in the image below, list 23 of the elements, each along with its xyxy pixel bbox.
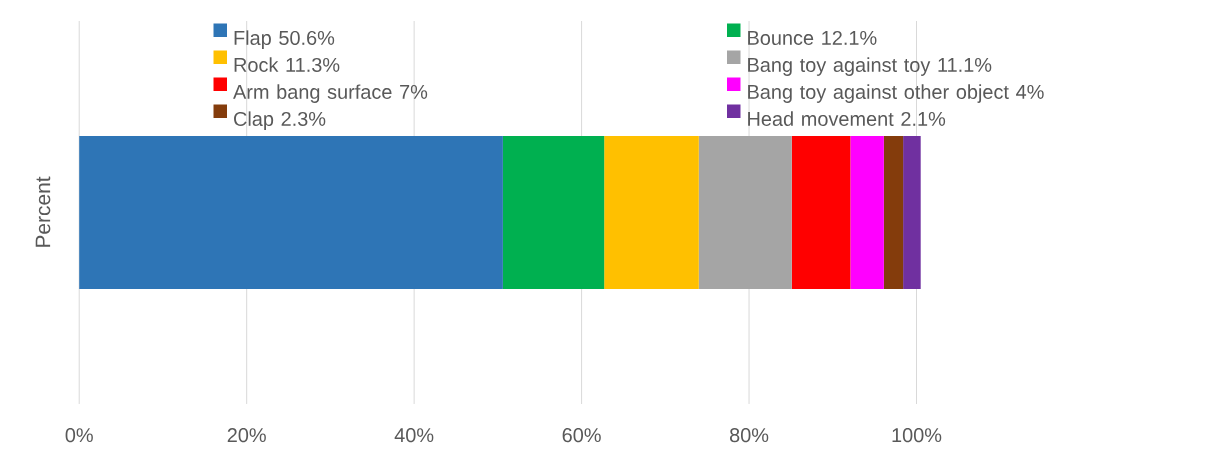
- y-axis-title: Percent: [35, 176, 51, 247]
- legend-label: Flap 50.6%: [234, 30, 335, 49]
- legend-label: Bang toy against toy 11.1%: [748, 57, 992, 76]
- bar: [903, 135, 921, 290]
- legend-label: Bounce 12.1%: [748, 30, 877, 45]
- bar: [502, 135, 605, 290]
- bar: [791, 135, 851, 290]
- x-tick-label: 80%: [729, 428, 769, 443]
- bar: [698, 135, 792, 290]
- legend-label: Arm bang surface 7%: [233, 84, 428, 103]
- legend-label: Clap 2.3%: [234, 111, 326, 130]
- x-tick-label: 20%: [227, 428, 266, 443]
- bar: [850, 135, 884, 290]
- x-tick-label: 100%: [892, 428, 942, 443]
- x-tick-label: 40%: [394, 428, 434, 443]
- legend-label: Head movement 2.1%: [748, 111, 946, 126]
- x-tick-label: 60%: [562, 428, 601, 443]
- bar: [79, 135, 503, 290]
- bar: [604, 135, 699, 290]
- legend-label: Bang toy against other object 4%: [748, 84, 1044, 103]
- bar: [883, 135, 904, 290]
- legend-label: Rock 11.3%: [234, 57, 340, 72]
- x-tick-label: 0%: [65, 428, 93, 443]
